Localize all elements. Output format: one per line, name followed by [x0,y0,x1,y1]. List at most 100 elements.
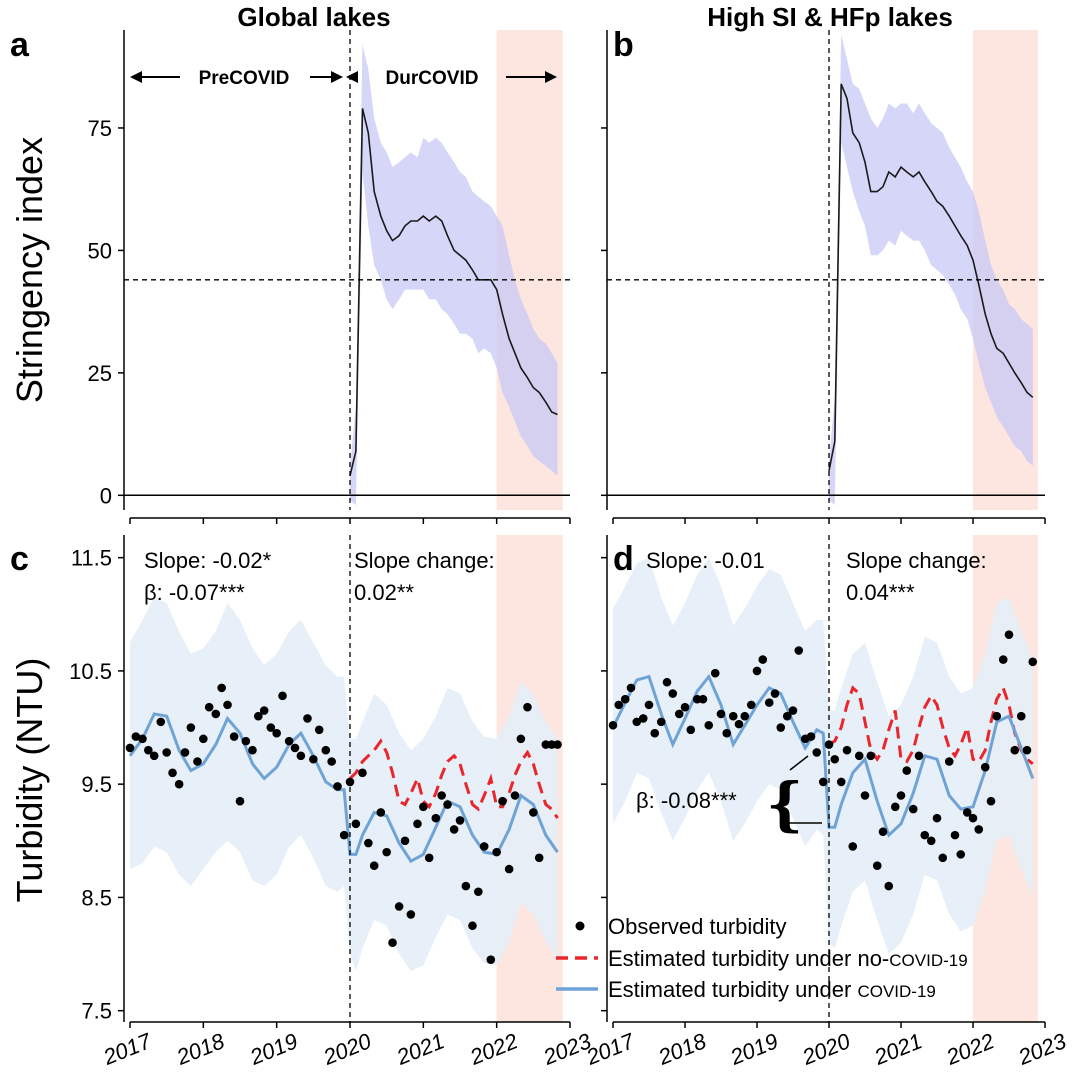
legend: Observed turbidity Estimated turbidity u… [556,914,968,1002]
d-observed-point [698,694,708,704]
panel-b-label: b [613,26,634,64]
d-observed-point [740,711,750,721]
c-observed-point [523,702,532,712]
durcovid-label: DurCOVID [386,68,479,89]
legend-observed-marker [575,921,585,931]
d-observed-point [704,720,714,730]
c-observed-point [156,717,166,727]
c-y-tick-label: 11.5 [71,546,112,571]
c-observed-point [424,853,434,863]
c-observed-point [510,791,520,800]
c-observed-point [437,791,446,800]
c-observed-point [364,838,373,848]
d-observed-point [956,850,966,859]
d-turbidity-band [613,557,1033,954]
c-observed-point [125,743,135,753]
d-observed-point [938,853,948,863]
c-observed-point [529,808,538,817]
d-observed-point [716,709,726,719]
c-observed-point [131,732,141,741]
c-observed-point [278,691,287,701]
c-observed-point [296,751,306,761]
c-observed-point [211,709,221,719]
c-observed-point [229,732,239,741]
d-slope-text: Slope: -0.01 [646,548,765,573]
c-x-tick-label: 2018 [172,1028,228,1070]
a-y-tick-label: 25 [88,361,112,386]
d-observed-point [620,694,630,704]
d-observed-point [860,791,870,800]
c-observed-point [168,768,177,778]
d-observed-point [752,666,762,676]
a-stringency-band [350,44,558,506]
c-observed-point [382,847,391,857]
c-observed-point [174,779,184,789]
c-observed-point [186,723,196,732]
d-nocovid-line [828,684,1034,765]
c-observed-point [217,683,226,693]
c-observed-point [272,728,281,738]
panel-a-label: a [10,26,30,64]
d-x-tick-label: 2018 [654,1028,710,1070]
c-x-tick-label: 2019 [246,1028,302,1070]
c-y-tick-label: 9.5 [81,772,112,797]
d-observed-point [806,732,816,741]
d-observed-point [998,655,1008,664]
c-observed-point [314,725,324,735]
legend-covid-label: Estimated turbidity under COVID-19 [608,977,936,1002]
c-observed-point [144,745,153,755]
d-observed-point [764,698,774,707]
c-observed-point [479,842,489,851]
d-observed-point [968,813,978,823]
d-observed-point [626,683,636,693]
d-observed-point [986,796,996,806]
c-observed-point [248,745,257,755]
c-observed-point [443,800,452,809]
d-observed-point [992,711,1002,721]
panel-b-stringency [601,30,1046,524]
d-observed-point [662,677,672,687]
c-y-tick-label: 10.5 [69,659,112,684]
d-x-tick-label: 2023 [1014,1028,1070,1070]
d-observed-point [884,881,894,891]
c-observed-point [284,736,294,746]
c-observed-point [309,754,318,764]
d-observed-point [962,808,972,817]
d-slope-change-label: Slope change: [846,548,987,573]
c-slope-change-label: Slope change: [354,548,495,573]
d-beta-brace-top-leader [789,755,809,771]
d-observed-point [872,861,882,871]
d-x-tick-label: 2019 [726,1028,782,1070]
d-observed-point [668,689,678,698]
panel-a-stringency: 0 25 50 75 [88,30,571,524]
c-turbidity-band [130,597,558,971]
c-observed-point [431,813,441,823]
d-beta-brace-glyph: { [766,770,803,838]
a-y-tick-label: 50 [88,238,112,263]
c-observed-point [193,757,202,766]
a-y-tick-label: 0 [100,483,112,508]
durcovid-arrowhead-left [346,71,358,83]
d-observed-point [866,751,876,761]
c-observed-point [461,881,471,891]
d-observed-point [920,830,930,840]
d-observed-point [782,711,792,721]
d-observed-point [794,646,804,655]
d-observed-point [644,700,654,710]
d-observed-point [686,725,696,735]
d-observed-point [974,825,984,834]
d-observed-point [854,751,864,761]
d-observed-point [902,766,912,775]
d-x-tick-label: 2021 [870,1028,926,1070]
d-observed-point [1010,745,1020,755]
c-x-tick-label: 2022 [466,1028,522,1070]
d-observed-point [722,728,732,738]
y-axis-title-bottom: Turbidity (NTU) [9,658,50,903]
d-observed-point [848,842,858,851]
c-observed-point [321,745,331,755]
d-observed-point [710,668,720,678]
c-observed-point [266,723,276,732]
c-observed-point [516,734,526,744]
d-observed-point [770,689,780,698]
